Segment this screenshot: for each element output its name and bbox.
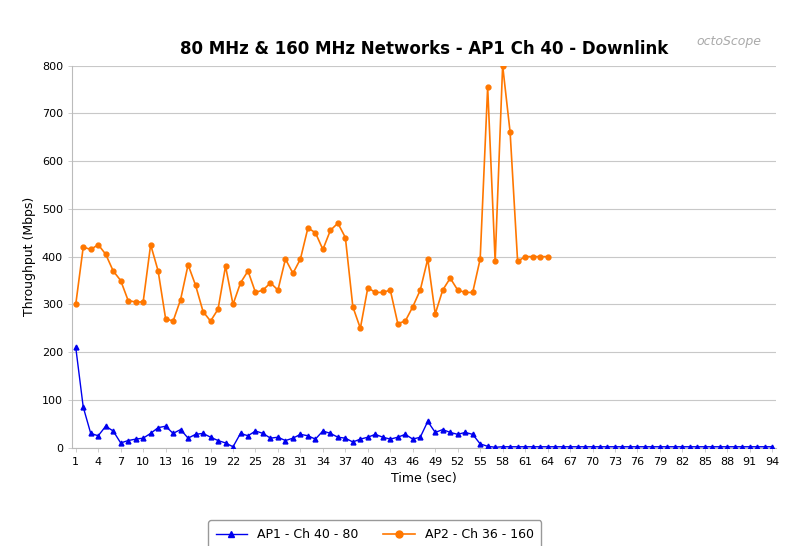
- Text: octoScope: octoScope: [697, 35, 762, 48]
- Legend: AP1 - Ch 40 - 80, AP2 - Ch 36 - 160: AP1 - Ch 40 - 80, AP2 - Ch 36 - 160: [208, 520, 541, 546]
- Title: 80 MHz & 160 MHz Networks - AP1 Ch 40 - Downlink: 80 MHz & 160 MHz Networks - AP1 Ch 40 - …: [180, 40, 668, 58]
- Y-axis label: Throughput (Mbps): Throughput (Mbps): [23, 197, 36, 316]
- X-axis label: Time (sec): Time (sec): [391, 472, 457, 485]
